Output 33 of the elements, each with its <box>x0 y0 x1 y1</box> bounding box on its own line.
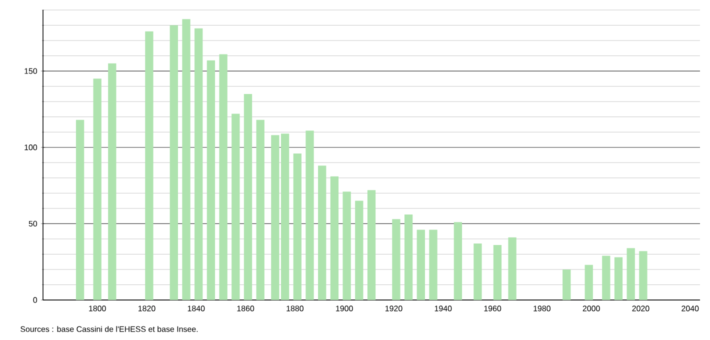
bar <box>219 54 228 300</box>
bar <box>182 19 190 300</box>
bar <box>93 78 102 300</box>
bar <box>355 200 364 300</box>
bar <box>508 237 516 300</box>
bar <box>367 190 376 300</box>
bar <box>330 176 339 300</box>
bar <box>429 230 438 300</box>
bar <box>392 219 400 300</box>
bar <box>244 94 252 300</box>
bar <box>562 269 571 300</box>
bar <box>416 230 425 300</box>
bar <box>626 248 635 300</box>
bar <box>342 192 351 300</box>
bar <box>206 60 216 300</box>
bar <box>474 244 482 300</box>
bar <box>108 63 116 300</box>
bar <box>614 257 623 300</box>
bar <box>76 120 84 300</box>
bar <box>602 256 610 300</box>
bar <box>306 130 314 300</box>
bar <box>145 31 154 300</box>
bar <box>232 114 240 300</box>
bar <box>194 28 203 300</box>
bar <box>170 25 178 300</box>
bar <box>318 166 326 300</box>
bar <box>493 245 502 300</box>
bar <box>404 214 413 300</box>
bar <box>584 264 593 300</box>
bar <box>639 251 648 300</box>
bar <box>293 153 302 300</box>
bar <box>454 222 462 300</box>
bar <box>256 120 264 300</box>
